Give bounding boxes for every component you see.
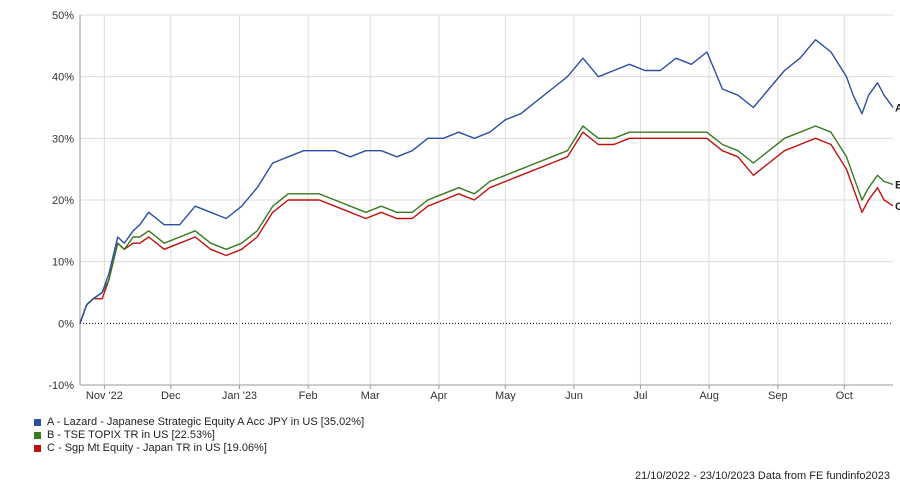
x-tick-label: Dec <box>161 390 181 402</box>
footer-date-range: 21/10/2022 - 23/10/2023 Data from FE fun… <box>634 470 890 482</box>
tick-labels: 50% 40% 30% 20% 10% 0% -10% Nov '22 Dec Jan '23 Fe… <box>48 10 900 402</box>
legend-label-b: B - TSE TOPIX TR in US [22.53%] <box>47 429 215 441</box>
legend-swatch-b <box>34 432 41 439</box>
end-label-c: C <box>895 201 900 213</box>
x-tick-label: Oct <box>836 390 853 402</box>
legend-label-a: A - Lazard - Japanese Strategic Equity A… <box>47 416 365 428</box>
legend-swatch-a <box>34 419 41 426</box>
y-tick-label: -10% <box>48 380 74 392</box>
x-tick-label: Jan '23 <box>222 390 257 402</box>
x-tick-label: Nov '22 <box>86 390 123 402</box>
y-tick-label: 40% <box>52 72 74 84</box>
axes <box>79 15 893 389</box>
x-tick-label: Jun <box>565 390 583 402</box>
series-line-b <box>79 125 894 324</box>
y-tick-label: 0% <box>58 318 74 330</box>
x-tick-label: Sep <box>768 390 788 402</box>
x-tick-label: May <box>495 390 516 402</box>
y-tick-label: 50% <box>52 10 74 22</box>
grid-lines <box>80 14 893 386</box>
series-lines <box>79 39 894 324</box>
legend-label-c: C - Sgp Mt Equity - Japan TR in US [19.0… <box>47 442 267 454</box>
x-tick-label: Apr <box>430 390 447 402</box>
legend-item-a: A - Lazard - Japanese Strategic Equity A… <box>34 416 364 429</box>
legend: A - Lazard - Japanese Strategic Equity A… <box>34 416 364 455</box>
legend-swatch-c <box>34 445 41 452</box>
end-label-b: B <box>895 179 900 191</box>
y-tick-label: 30% <box>52 133 74 145</box>
end-label-a: A <box>895 102 900 114</box>
y-tick-label: 10% <box>52 257 74 269</box>
legend-item-b: B - TSE TOPIX TR in US [22.53%] <box>34 429 364 442</box>
line-chart: 50% 40% 30% 20% 10% 0% -10% Nov '22 Dec Jan '23 Fe… <box>48 10 900 402</box>
x-tick-label: Jul <box>633 390 647 402</box>
y-tick-label: 20% <box>52 195 74 207</box>
series-line-c <box>79 131 894 324</box>
series-line-a <box>79 39 894 324</box>
x-tick-label: Aug <box>699 390 719 402</box>
x-tick-label: Mar <box>361 390 380 402</box>
legend-item-c: C - Sgp Mt Equity - Japan TR in US [19.0… <box>34 442 364 455</box>
x-tick-label: Feb <box>299 390 318 402</box>
